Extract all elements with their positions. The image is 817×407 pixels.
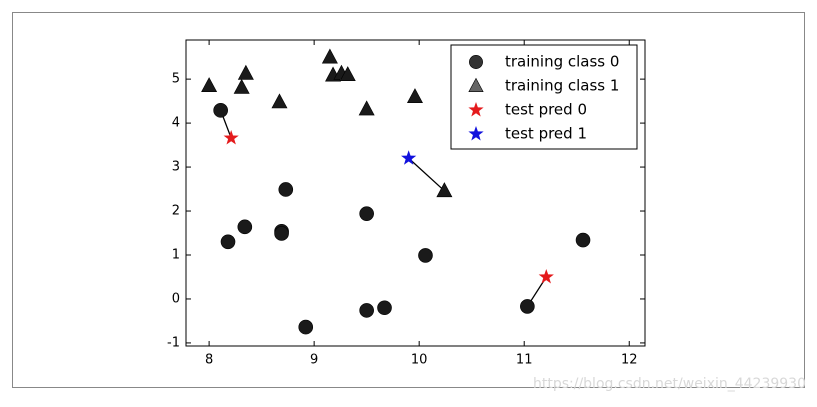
legend-marker [468, 126, 484, 141]
x-tick-label: 8 [205, 353, 213, 368]
x-tick-label: 11 [516, 353, 533, 368]
y-tick-label: 3 [172, 160, 180, 175]
neighbor-line [408, 157, 445, 192]
plot-area [185, 39, 646, 347]
train-point [436, 182, 453, 198]
train-point [418, 248, 433, 263]
train-point [377, 300, 392, 316]
legend-label: training class 0 [505, 53, 619, 71]
train-point [233, 78, 250, 94]
train-point [237, 64, 254, 80]
y-tick-label: 1 [172, 247, 180, 262]
x-tick-label: 9 [310, 353, 318, 368]
frame [12, 12, 805, 388]
y-tick-label: -1 [167, 335, 180, 350]
train-point [406, 88, 423, 104]
y-tick-label: 0 [172, 291, 180, 306]
legend-label: training class 1 [505, 77, 619, 95]
legend-marker [468, 102, 484, 117]
legend-marker [469, 55, 483, 69]
y-tick-label: 5 [172, 72, 180, 87]
test-point [401, 150, 417, 165]
train-point [274, 226, 289, 241]
legend-label: test pred 0 [505, 101, 587, 119]
train-point [520, 299, 535, 314]
x-tick-label: 12 [621, 353, 638, 368]
train-point [358, 100, 375, 116]
train-point [201, 77, 218, 93]
train-point [359, 303, 374, 318]
test-point [223, 130, 239, 145]
legend-label: test pred 1 [505, 125, 587, 143]
train-point [359, 206, 374, 221]
y-tick-label: 2 [172, 204, 180, 219]
test-point [538, 268, 554, 284]
train-point [278, 182, 294, 197]
legend-marker [468, 77, 484, 92]
train-point [575, 232, 591, 248]
train-point [339, 66, 356, 82]
train-point [298, 319, 314, 335]
y-tick-label: 4 [172, 116, 180, 131]
train-point [237, 219, 253, 235]
x-tick-label: 10 [411, 353, 428, 368]
watermark: https://blog.csdn.net/weixin_44239930 [533, 376, 806, 392]
train-point [271, 93, 288, 109]
train-point [220, 234, 236, 250]
train-point [213, 103, 228, 118]
train-point [321, 48, 338, 64]
